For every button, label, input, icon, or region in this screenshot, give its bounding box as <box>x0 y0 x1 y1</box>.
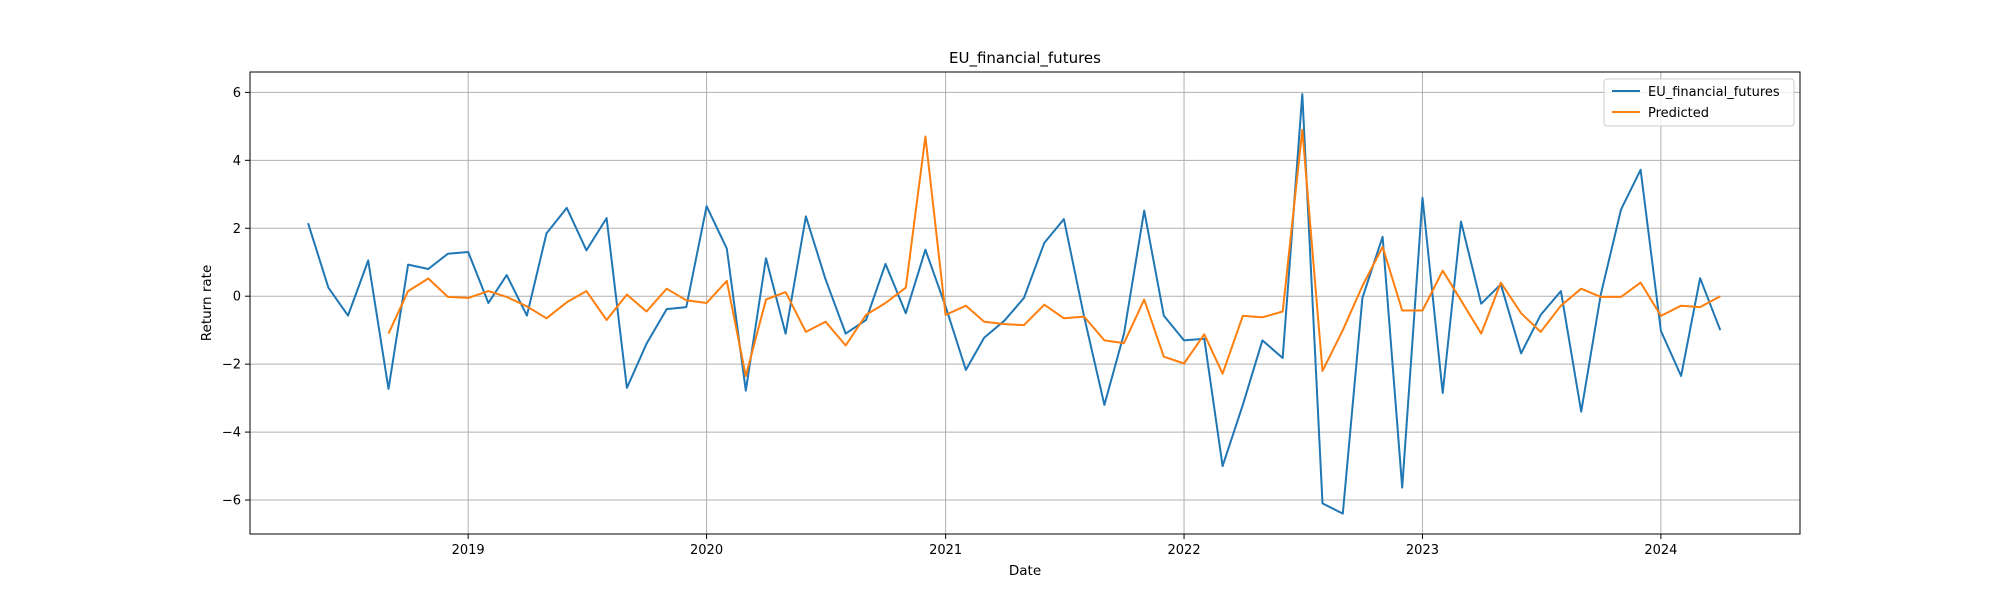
chart-title: EU_financial_futures <box>949 49 1101 68</box>
y-tick-label: 2 <box>233 222 241 237</box>
legend-box <box>1603 78 1795 127</box>
y-tick-label: −4 <box>222 426 241 441</box>
x-axis-label: Date <box>1009 563 1041 579</box>
y-axis-label: Return rate <box>199 265 215 342</box>
x-tick-label: 2024 <box>1644 543 1677 558</box>
x-tick-label: 2019 <box>452 543 485 558</box>
y-tick-label: −6 <box>222 494 241 509</box>
plot-area-frame <box>249 71 1801 535</box>
legend: EU_financial_futures Predicted <box>1603 78 1795 127</box>
x-tick-label: 2022 <box>1168 543 1201 558</box>
legend-label-predicted: Predicted <box>1648 106 1709 121</box>
series-line-eu-financial-futures <box>307 93 1722 515</box>
x-tick-label: 2021 <box>929 543 962 558</box>
y-tick-label: 4 <box>233 154 241 169</box>
y-tick-label: −2 <box>222 358 241 373</box>
y-axis-ticks: −6 −4 −2 0 2 4 6 <box>222 86 250 509</box>
series-lines <box>307 93 1722 515</box>
x-tick-label: 2020 <box>690 543 723 558</box>
x-tick-label: 2023 <box>1406 543 1439 558</box>
x-axis-ticks: 2019 2020 2021 2022 2023 2024 <box>452 534 1677 558</box>
y-tick-label: 0 <box>233 290 241 305</box>
legend-label-eu-financial-futures: EU_financial_futures <box>1648 85 1780 100</box>
y-tick-label: 6 <box>233 86 241 101</box>
series-line-predicted <box>387 128 1721 377</box>
